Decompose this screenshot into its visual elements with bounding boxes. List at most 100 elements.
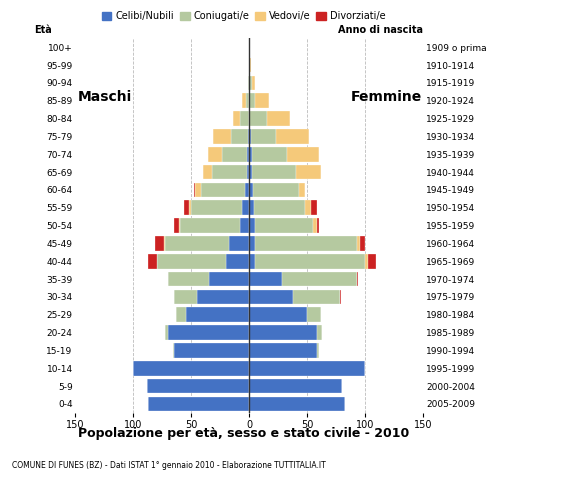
Bar — [148, 254, 157, 269]
Bar — [317, 343, 319, 358]
Bar — [242, 94, 246, 108]
Bar — [165, 236, 229, 251]
Bar — [276, 129, 309, 144]
Bar — [287, 147, 319, 162]
Bar — [164, 236, 165, 251]
Bar — [249, 201, 254, 215]
Bar — [255, 218, 313, 233]
Bar — [249, 361, 365, 375]
Bar — [191, 201, 242, 215]
Bar — [282, 272, 357, 287]
Bar — [249, 343, 317, 358]
Bar — [252, 76, 255, 90]
Bar — [174, 343, 249, 358]
Bar — [157, 254, 226, 269]
Bar — [296, 165, 321, 180]
Bar — [246, 94, 249, 108]
Bar — [249, 94, 255, 108]
Bar — [249, 147, 252, 162]
Bar — [189, 201, 191, 215]
Bar — [240, 111, 249, 126]
Bar — [313, 218, 317, 233]
Bar — [208, 147, 222, 162]
Bar — [242, 201, 249, 215]
Text: Età: Età — [34, 24, 52, 35]
Bar — [249, 111, 267, 126]
Bar — [255, 254, 365, 269]
Bar — [307, 307, 321, 322]
Bar — [249, 76, 252, 90]
Bar — [248, 76, 249, 90]
Bar — [180, 218, 240, 233]
Bar — [305, 201, 311, 215]
Bar — [247, 147, 249, 162]
Bar — [254, 201, 305, 215]
Bar — [165, 325, 168, 340]
Bar — [368, 254, 376, 269]
Bar — [252, 147, 287, 162]
Bar — [212, 165, 247, 180]
Bar — [174, 289, 197, 304]
Bar — [176, 307, 186, 322]
Bar — [197, 289, 249, 304]
Bar — [203, 165, 212, 180]
Bar — [148, 396, 249, 411]
Bar — [184, 201, 189, 215]
Bar — [249, 307, 307, 322]
Bar — [168, 325, 249, 340]
Text: COMUNE DI FUNES (BZ) - Dati ISTAT 1° gennaio 2010 - Elaborazione TUTTITALIA.IT: COMUNE DI FUNES (BZ) - Dati ISTAT 1° gen… — [12, 461, 325, 470]
Bar — [255, 236, 357, 251]
Bar — [248, 129, 249, 144]
Bar — [194, 182, 195, 197]
Bar — [357, 236, 360, 251]
Bar — [249, 218, 255, 233]
Text: Femmine: Femmine — [351, 90, 422, 104]
Bar — [249, 236, 255, 251]
Bar — [340, 289, 341, 304]
Bar — [155, 236, 164, 251]
Legend: Celibi/Nubili, Coniugati/e, Vedovi/e, Divorziati/e: Celibi/Nubili, Coniugati/e, Vedovi/e, Di… — [98, 7, 389, 25]
Bar — [186, 307, 249, 322]
Bar — [299, 182, 305, 197]
Bar — [213, 129, 231, 144]
Bar — [233, 111, 240, 126]
Bar — [226, 254, 249, 269]
Bar — [245, 182, 249, 197]
Bar — [249, 254, 255, 269]
Bar — [252, 165, 296, 180]
Bar — [249, 396, 345, 411]
Bar — [249, 165, 252, 180]
Bar — [195, 182, 201, 197]
Text: Maschi: Maschi — [77, 90, 132, 104]
Text: Anno di nascita: Anno di nascita — [338, 24, 423, 35]
Bar — [174, 218, 179, 233]
Bar — [173, 343, 174, 358]
Bar — [179, 218, 180, 233]
Bar — [240, 218, 249, 233]
Bar — [168, 272, 209, 287]
Bar — [201, 182, 245, 197]
Bar — [255, 94, 269, 108]
Bar — [293, 289, 340, 304]
Bar — [222, 147, 247, 162]
Bar — [249, 182, 253, 197]
Bar — [249, 129, 251, 144]
Bar — [209, 272, 249, 287]
Bar — [267, 111, 290, 126]
Bar — [317, 218, 319, 233]
Text: Popolazione per età, sesso e stato civile - 2010: Popolazione per età, sesso e stato civil… — [78, 427, 409, 440]
Bar — [357, 272, 358, 287]
Bar — [249, 379, 342, 394]
Bar — [249, 325, 317, 340]
Bar — [360, 236, 365, 251]
Bar — [249, 272, 282, 287]
Bar — [253, 182, 299, 197]
Bar — [311, 201, 317, 215]
Bar — [247, 165, 249, 180]
Bar — [251, 129, 276, 144]
Bar — [317, 325, 322, 340]
Bar — [249, 289, 293, 304]
Bar — [147, 379, 249, 394]
Bar — [133, 361, 249, 375]
Bar — [365, 254, 368, 269]
